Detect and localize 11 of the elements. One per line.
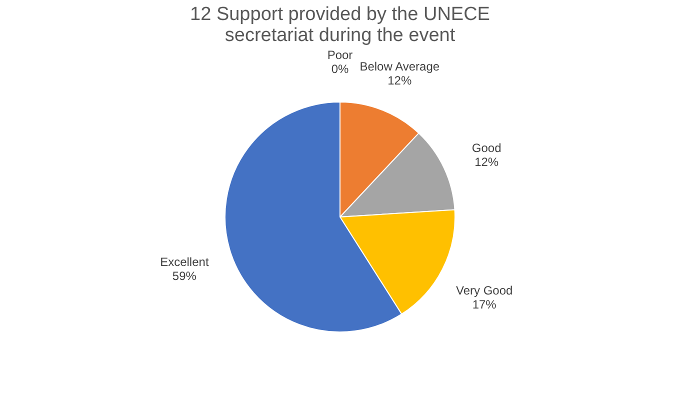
data-label: 12%	[474, 155, 499, 170]
data-label: 59%	[172, 269, 197, 284]
text: 0%	[331, 62, 349, 76]
slice-label: Below Average	[360, 59, 440, 74]
category-label: Poor	[327, 48, 353, 62]
slice-label: Good	[472, 141, 502, 156]
chart-title: 12 Support provided by the UNECE secretariat during the event	[190, 4, 490, 46]
slice-label: Excellent	[160, 255, 210, 270]
slice-label: Very Good	[456, 284, 513, 298]
data-label: 17%	[472, 298, 497, 312]
data-label: 12%	[388, 73, 412, 88]
